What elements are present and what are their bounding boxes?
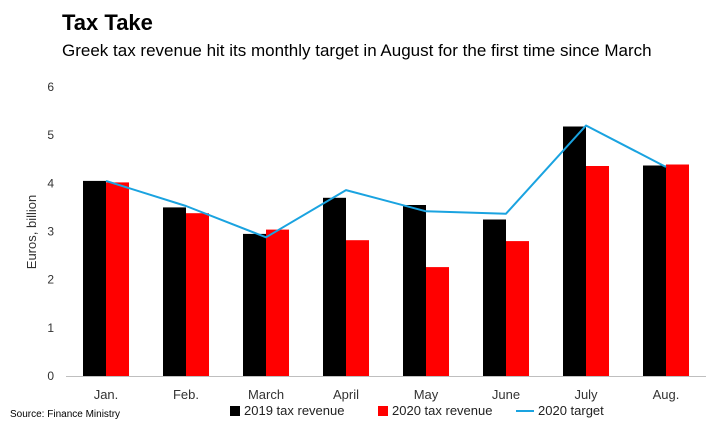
legend-label-2020-target: 2020 target — [538, 403, 604, 418]
y-tick-label: 3 — [47, 225, 54, 239]
y-tick-label: 6 — [47, 80, 54, 94]
legend-swatch-2020-tax-revenue — [378, 406, 388, 416]
x-tick-label: June — [492, 387, 520, 402]
bar-2019-tax-revenue-1 — [163, 207, 186, 376]
x-axis-ticks: Jan. Feb. March April May June July Aug. — [94, 387, 680, 402]
bar-2020-tax-revenue-4 — [426, 267, 449, 376]
y-axis-label: Euros, billion — [24, 195, 39, 269]
y-tick-label: 5 — [47, 128, 54, 142]
bar-2019-tax-revenue-4 — [403, 205, 426, 376]
bar-2019-tax-revenue-7 — [643, 165, 666, 376]
legend-swatch-2019-tax-revenue — [230, 406, 240, 416]
bar-2020-tax-revenue-1 — [186, 213, 209, 376]
x-tick-label: Jan. — [94, 387, 119, 402]
chart-title: Tax Take — [62, 10, 153, 35]
bar-2020-tax-revenue-0 — [106, 182, 129, 376]
bar-2019-tax-revenue-6 — [563, 126, 586, 376]
y-axis-ticks: 0 1 2 3 4 5 6 — [47, 80, 54, 383]
bar-2020-tax-revenue-5 — [506, 241, 529, 376]
legend: 2019 tax revenue 2020 tax revenue 2020 tar… — [230, 403, 604, 418]
bar-2020-tax-revenue-6 — [586, 166, 609, 376]
y-tick-label: 0 — [47, 369, 54, 383]
legend-label-2020-tax-revenue: 2020 tax revenue — [392, 403, 492, 418]
y-tick-label: 2 — [47, 273, 54, 287]
line-2020-target — [105, 124, 667, 239]
bar-2020-tax-revenue-7 — [666, 164, 689, 376]
chart-subtitle: Greek tax revenue hit its monthly target… — [62, 41, 652, 60]
target-line-layer — [105, 124, 667, 239]
bar-2019-tax-revenue-0 — [83, 180, 106, 376]
bar-2020-tax-revenue-2 — [266, 229, 289, 376]
bar-2019-tax-revenue-3 — [323, 197, 346, 376]
legend-label-2019-tax-revenue: 2019 tax revenue — [244, 403, 344, 418]
x-tick-label: Aug. — [653, 387, 680, 402]
bar-2019-tax-revenue-5 — [483, 219, 506, 376]
x-tick-label: Feb. — [173, 387, 199, 402]
y-tick-label: 4 — [47, 176, 54, 190]
bars-layer — [83, 126, 689, 376]
x-tick-label: May — [414, 387, 439, 402]
bar-2020-tax-revenue-3 — [346, 240, 369, 376]
x-tick-label: July — [574, 387, 598, 402]
x-tick-label: March — [248, 387, 284, 402]
bar-2019-tax-revenue-2 — [243, 233, 266, 376]
source-note: Source: Finance Ministry — [10, 409, 121, 420]
y-tick-label: 1 — [47, 321, 54, 335]
x-tick-label: April — [333, 387, 359, 402]
